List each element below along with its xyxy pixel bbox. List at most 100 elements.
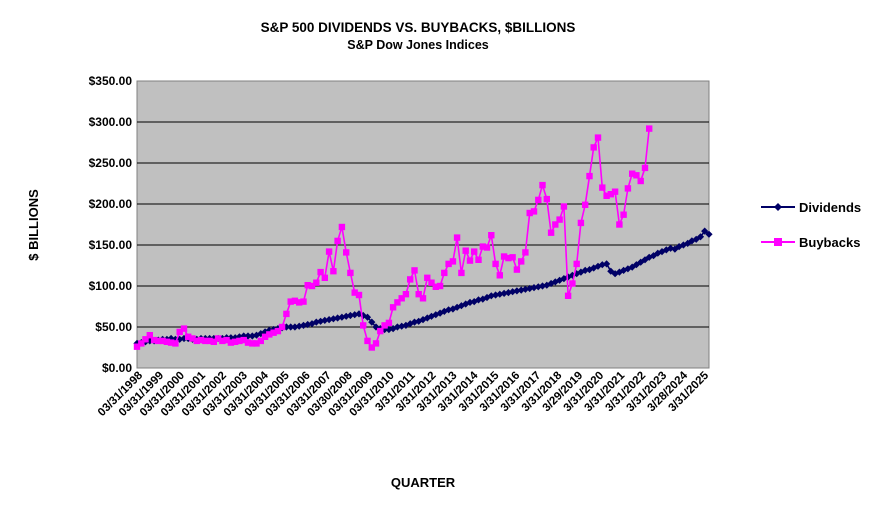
data-point-buybacks [539, 181, 546, 189]
data-point-dividends [406, 320, 414, 328]
x-axis-label: QUARTER [391, 475, 456, 490]
data-point-buybacks [624, 185, 632, 192]
y-tick-label: $250.00 [89, 156, 133, 170]
y-tick-label: $200.00 [89, 197, 133, 211]
data-point-dividends [637, 258, 645, 266]
data-point-buybacks [518, 258, 525, 265]
data-point-buybacks [176, 328, 183, 336]
data-point-buybacks [232, 338, 239, 345]
data-point-dividends [317, 317, 325, 325]
data-point-buybacks [278, 323, 286, 331]
data-point-buybacks [236, 337, 243, 345]
data-point-dividends [615, 268, 623, 276]
data-point-dividends [543, 281, 551, 289]
data-point-buybacks [453, 234, 461, 241]
data-point-buybacks [483, 244, 491, 251]
data-point-buybacks [360, 322, 367, 329]
data-point-dividends [133, 339, 141, 347]
data-point-buybacks [599, 184, 606, 191]
data-point-buybacks [428, 279, 435, 286]
data-point-buybacks [377, 327, 384, 335]
data-point-dividends [287, 323, 295, 331]
data-point-dividends [329, 315, 337, 323]
data-point-buybacks [492, 260, 499, 268]
data-point-buybacks [355, 291, 363, 299]
data-point-dividends [457, 302, 465, 310]
data-point-buybacks [142, 336, 149, 343]
data-point-dividends [534, 283, 542, 291]
data-point-buybacks [343, 249, 350, 256]
y-axis: $0.00 $50.00 $100.00 $150.00 $200.00 $250.00 $… [89, 74, 133, 375]
data-point-buybacks [620, 211, 627, 218]
data-point-buybacks [385, 319, 393, 327]
data-point-buybacks [590, 144, 597, 151]
data-point-dividends [598, 261, 606, 269]
data-point-buybacks [488, 232, 495, 239]
x-axis: 03/31/199803/31/199903/31/200003/31/2001… [96, 369, 712, 419]
data-point-buybacks [270, 329, 277, 336]
legend: Dividends Buybacks [761, 200, 861, 250]
data-point-dividends [146, 337, 154, 345]
data-point-buybacks [330, 268, 337, 275]
data-point-buybacks [496, 272, 503, 279]
data-point-buybacks [432, 283, 439, 290]
y-tick-label: $50.00 [95, 320, 132, 334]
data-point-buybacks [257, 337, 264, 345]
data-point-dividends [547, 279, 555, 288]
data-point-dividends [338, 313, 346, 321]
data-point-buybacks [594, 134, 602, 141]
data-point-buybacks [547, 229, 555, 236]
data-point-buybacks [372, 340, 380, 347]
data-point-dividends [312, 318, 320, 326]
data-point-buybacks [616, 221, 623, 228]
data-point-buybacks [394, 299, 401, 306]
legend-item-dividends: Dividends [761, 200, 861, 215]
data-point-buybacks [402, 291, 410, 298]
data-point-buybacks [637, 177, 644, 185]
data-point-buybacks [479, 243, 486, 250]
data-point-dividends [632, 261, 640, 269]
data-point-buybacks [300, 298, 307, 305]
data-point-dividends [389, 325, 397, 333]
legend-dividends-marker [774, 203, 782, 211]
data-point-buybacks [138, 340, 145, 347]
data-point-dividends [611, 270, 619, 278]
data-point-buybacks [296, 299, 303, 306]
data-point-dividends [628, 263, 636, 271]
y-tick-label: $350.00 [89, 74, 133, 88]
data-point-buybacks [155, 337, 162, 345]
data-point-dividends [432, 311, 440, 319]
legend-dividends-label: Dividends [799, 200, 861, 215]
data-point-dividends [257, 330, 265, 338]
data-point-buybacks [641, 164, 649, 172]
data-point-buybacks [227, 339, 235, 346]
data-point-dividends [701, 227, 709, 235]
data-point-buybacks [411, 267, 418, 274]
data-point-buybacks [325, 248, 333, 255]
data-point-dividends [585, 266, 594, 274]
data-point-dividends [445, 306, 453, 314]
data-point-buybacks [603, 192, 610, 199]
data-point-dividends [620, 266, 628, 274]
data-point-dividends [470, 298, 478, 306]
data-point-dividends [509, 288, 517, 296]
data-point-buybacks [321, 274, 328, 281]
data-point-dividends [560, 275, 568, 283]
y-tick-label: $100.00 [89, 279, 133, 293]
data-point-buybacks [543, 195, 550, 203]
data-point-buybacks [586, 172, 593, 180]
data-point-dividends [513, 287, 521, 295]
data-point-buybacks [646, 125, 653, 132]
chart-title: S&P 500 DIVIDENDS VS. BUYBACKS, $BILLION… [261, 20, 576, 35]
data-point-dividends [705, 230, 713, 238]
data-point-buybacks [223, 336, 230, 344]
data-point-buybacks [577, 219, 585, 227]
legend-buybacks-marker [774, 238, 782, 246]
data-point-buybacks [283, 310, 290, 318]
data-point-buybacks [244, 339, 252, 346]
data-point-dividends [530, 284, 538, 292]
data-point-dividends [325, 316, 333, 324]
data-point-buybacks [291, 297, 299, 304]
series-layer [133, 125, 713, 351]
data-point-dividends [261, 328, 269, 336]
